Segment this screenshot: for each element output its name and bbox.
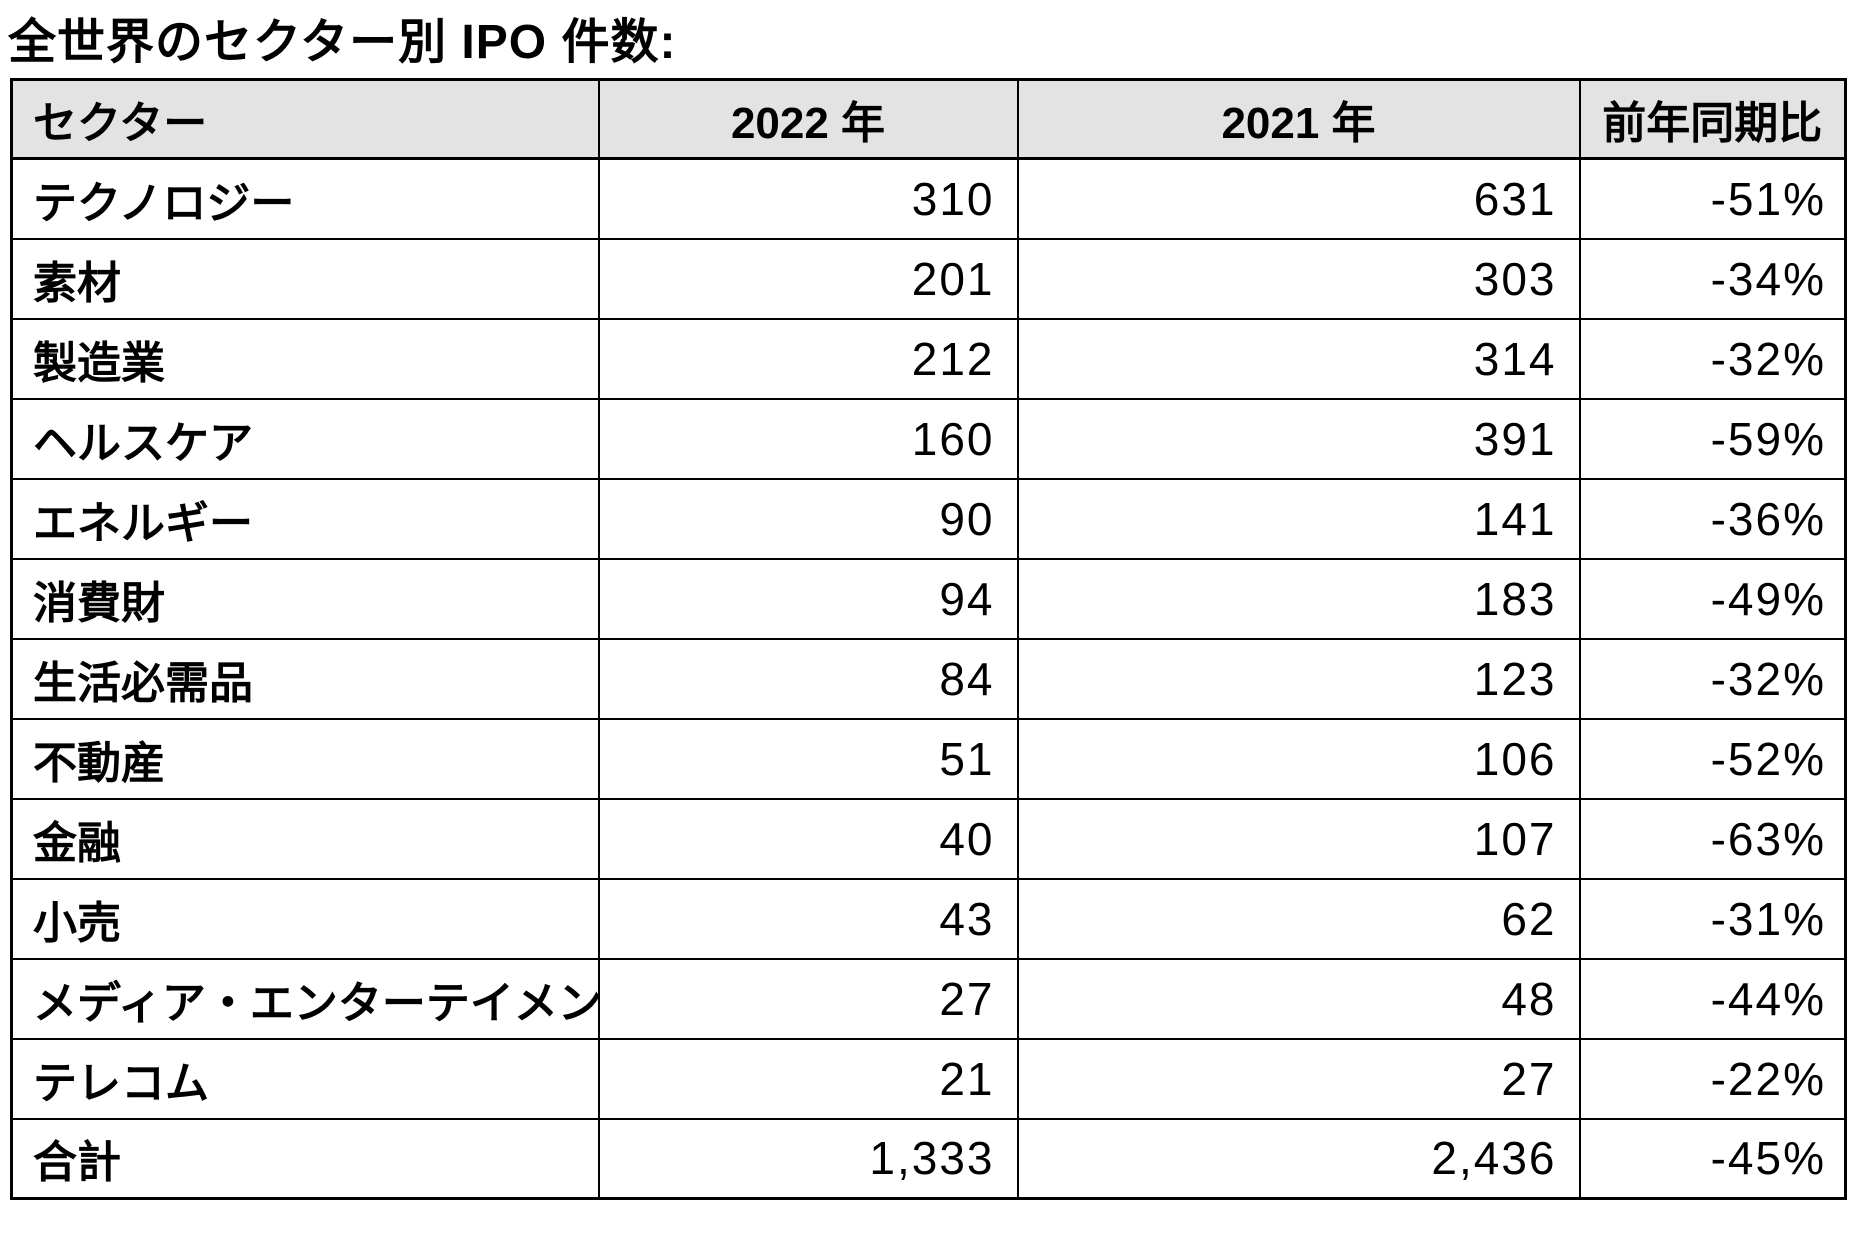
y2021-cell: 27 [1016, 1037, 1581, 1120]
y2022-cell: 310 [597, 157, 1019, 240]
y2022-cell: 84 [597, 637, 1019, 720]
sector-cell: 生活必需品 [10, 637, 600, 720]
table-row: テレコム 21 27 -22% [10, 1037, 1847, 1120]
y2022-cell: 160 [597, 397, 1019, 480]
sector-cell: メディア・エンターテイメント [10, 957, 600, 1040]
col-header-sector: セクター [10, 78, 600, 160]
yoy-cell: -44% [1578, 957, 1847, 1040]
table-row: 生活必需品 84 123 -32% [10, 637, 1847, 720]
yoy-cell: -63% [1578, 797, 1847, 880]
sector-cell: テレコム [10, 1037, 600, 1120]
y2021-cell: 141 [1016, 477, 1581, 560]
sector-cell: 素材 [10, 237, 600, 320]
y2022-cell: 21 [597, 1037, 1019, 1120]
yoy-cell: -34% [1578, 237, 1847, 320]
y2022-cell: 90 [597, 477, 1019, 560]
table-row: 金融 40 107 -63% [10, 797, 1847, 880]
sector-cell: エネルギー [10, 477, 600, 560]
sector-cell: 金融 [10, 797, 600, 880]
y2022-cell: 212 [597, 317, 1019, 400]
table-row: エネルギー 90 141 -36% [10, 477, 1847, 560]
y2021-cell: 2,436 [1016, 1117, 1581, 1200]
ipo-sector-table: セクター 2022 年 2021 年 前年同期比 テクノロジー 310 631 … [10, 78, 1847, 1200]
yoy-cell: -36% [1578, 477, 1847, 560]
sector-cell: テクノロジー [10, 157, 600, 240]
y2021-cell: 123 [1016, 637, 1581, 720]
table-row: メディア・エンターテイメント 27 48 -44% [10, 957, 1847, 1040]
table-row: 素材 201 303 -34% [10, 237, 1847, 320]
page-title: 全世界のセクター別 IPO 件数: [8, 16, 677, 69]
yoy-cell: -59% [1578, 397, 1847, 480]
table-total-row: 合計 1,333 2,436 -45% [10, 1117, 1847, 1200]
yoy-cell: -45% [1578, 1117, 1847, 1200]
y2022-cell: 40 [597, 797, 1019, 880]
y2021-cell: 62 [1016, 877, 1581, 960]
sector-cell: 消費財 [10, 557, 600, 640]
sector-cell: 合計 [10, 1117, 600, 1200]
y2022-cell: 1,333 [597, 1117, 1019, 1200]
table-header-row: セクター 2022 年 2021 年 前年同期比 [10, 78, 1847, 160]
y2021-cell: 391 [1016, 397, 1581, 480]
yoy-cell: -32% [1578, 637, 1847, 720]
y2021-cell: 314 [1016, 317, 1581, 400]
table-row: テクノロジー 310 631 -51% [10, 157, 1847, 240]
sector-cell: ヘルスケア [10, 397, 600, 480]
y2021-cell: 303 [1016, 237, 1581, 320]
y2021-cell: 631 [1016, 157, 1581, 240]
sector-cell: 不動産 [10, 717, 600, 800]
yoy-cell: -22% [1578, 1037, 1847, 1120]
y2021-cell: 107 [1016, 797, 1581, 880]
y2022-cell: 27 [597, 957, 1019, 1040]
yoy-cell: -31% [1578, 877, 1847, 960]
y2021-cell: 183 [1016, 557, 1581, 640]
sector-cell: 製造業 [10, 317, 600, 400]
yoy-cell: -52% [1578, 717, 1847, 800]
table-row: ヘルスケア 160 391 -59% [10, 397, 1847, 480]
y2022-cell: 43 [597, 877, 1019, 960]
yoy-cell: -51% [1578, 157, 1847, 240]
yoy-cell: -49% [1578, 557, 1847, 640]
y2022-cell: 201 [597, 237, 1019, 320]
table-row: 小売 43 62 -31% [10, 877, 1847, 960]
y2021-cell: 106 [1016, 717, 1581, 800]
col-header-2021: 2021 年 [1016, 78, 1581, 160]
y2022-cell: 51 [597, 717, 1019, 800]
sector-cell: 小売 [10, 877, 600, 960]
col-header-yoy: 前年同期比 [1578, 78, 1847, 160]
table-row: 不動産 51 106 -52% [10, 717, 1847, 800]
yoy-cell: -32% [1578, 317, 1847, 400]
col-header-2022: 2022 年 [597, 78, 1019, 160]
y2022-cell: 94 [597, 557, 1019, 640]
table-row: 製造業 212 314 -32% [10, 317, 1847, 400]
table-row: 消費財 94 183 -49% [10, 557, 1847, 640]
y2021-cell: 48 [1016, 957, 1581, 1040]
